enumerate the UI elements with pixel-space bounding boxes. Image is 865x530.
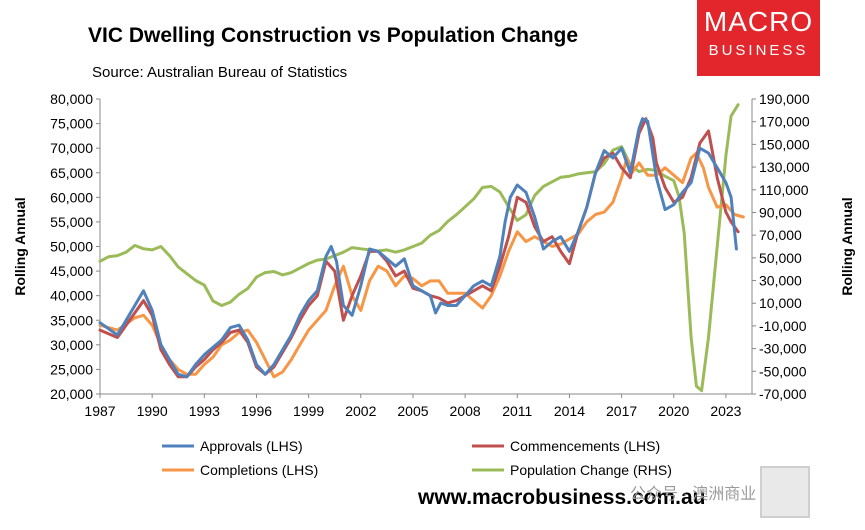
left-tick-label: 50,000: [50, 239, 93, 255]
right-tick-label: -50,000: [759, 363, 807, 379]
x-tick-label: 2014: [554, 403, 585, 419]
website-url: www.macrobusiness.com.au: [418, 486, 706, 509]
right-tick-label: 190,000: [759, 91, 810, 107]
x-tick-label: 1999: [293, 403, 324, 419]
right-tick-label: 170,000: [759, 114, 810, 130]
left-tick-label: 80,000: [50, 91, 93, 107]
logo-line-2: BUSINESS: [708, 42, 809, 59]
right-tick-label: 150,000: [759, 136, 810, 152]
x-tick-label: 2017: [606, 403, 637, 419]
x-tick-label: 2002: [345, 403, 376, 419]
right-tick-label: 70,000: [759, 227, 802, 243]
right-tick-label: 90,000: [759, 204, 802, 220]
left-tick-label: 55,000: [50, 214, 93, 230]
left-tick-label: 25,000: [50, 361, 93, 377]
x-tick-label: 2008: [450, 403, 481, 419]
right-tick-label: 50,000: [759, 250, 802, 266]
x-tick-label: 2023: [710, 403, 741, 419]
left-tick-label: 60,000: [50, 189, 93, 205]
x-tick-label: 1990: [137, 403, 168, 419]
x-tick-label: 2011: [502, 403, 532, 419]
left-axis-title: Rolling Annual: [12, 197, 28, 295]
right-axis-title: Rolling Annual: [839, 197, 855, 295]
left-tick-label: 20,000: [50, 386, 93, 402]
x-tick-label: 1993: [189, 403, 220, 419]
chart-subtitle: Source: Australian Bureau of Statistics: [92, 64, 348, 81]
series-line-completions-lhs: [98, 151, 745, 379]
series-line-commencements-lhs: [98, 117, 740, 379]
legend-label-approvals-lhs: Approvals (LHS): [200, 438, 303, 454]
left-tick-label: 75,000: [50, 116, 93, 132]
left-tick-label: 40,000: [50, 288, 93, 304]
right-tick-label: 30,000: [759, 273, 802, 289]
right-tick-label: -10,000: [759, 318, 807, 334]
series-line-approvals-lhs: [98, 117, 738, 379]
x-tick-label: 1987: [84, 403, 115, 419]
legend-label-completions-lhs: Completions (LHS): [200, 462, 318, 478]
right-tick-label: 110,000: [759, 182, 809, 198]
legend-label-population-change-rhs: Population Change (RHS): [510, 462, 672, 478]
x-tick-label: 1996: [241, 403, 272, 419]
left-tick-label: 35,000: [50, 312, 93, 328]
wechat-avatar-icon: [760, 466, 810, 518]
left-tick-label: 65,000: [50, 165, 93, 181]
wechat-watermark: 公众号 · 澳洲商业: [630, 486, 757, 503]
left-tick-label: 45,000: [50, 263, 93, 279]
right-tick-label: -30,000: [759, 341, 807, 357]
logo-line-1: MACRO: [703, 6, 814, 37]
right-tick-label: 10,000: [759, 295, 802, 311]
right-tick-label: -70,000: [759, 386, 807, 402]
legend-label-commencements-lhs: Commencements (LHS): [510, 438, 660, 454]
right-tick-label: 130,000: [759, 159, 810, 175]
x-tick-label: 2005: [397, 403, 428, 419]
series-line-population-change-rhs: [98, 103, 740, 393]
macrobusiness-logo: MACRO BUSINESS: [697, 0, 820, 76]
left-tick-label: 30,000: [50, 337, 93, 353]
left-tick-label: 70,000: [50, 140, 93, 156]
x-tick-label: 2020: [658, 403, 689, 419]
chart-title: VIC Dwelling Construction vs Population …: [88, 24, 579, 47]
